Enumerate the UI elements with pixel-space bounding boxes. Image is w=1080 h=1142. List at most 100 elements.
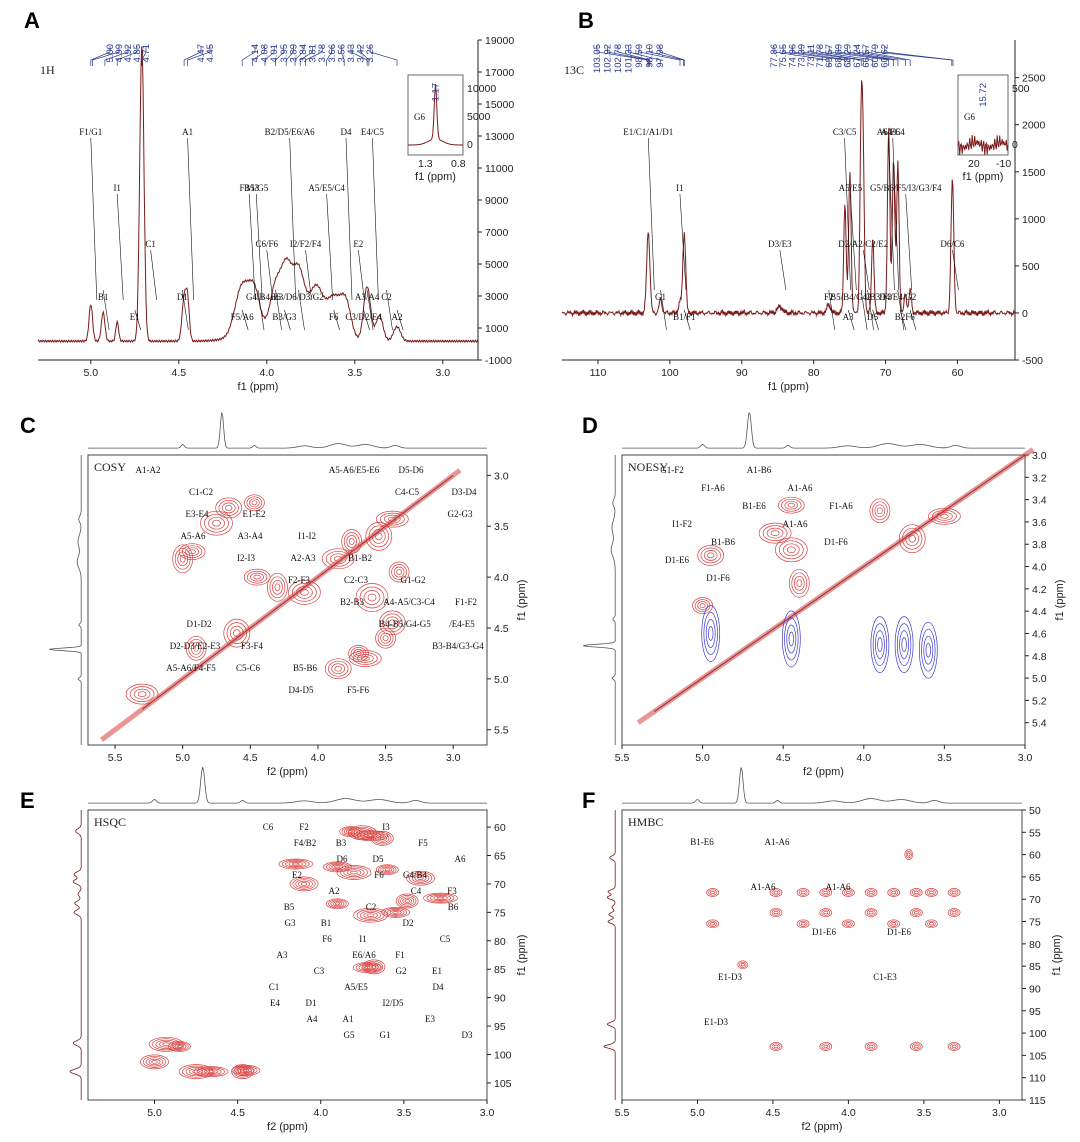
cross-peak: [887, 919, 901, 929]
y-tick-label: 17000: [485, 67, 514, 79]
cross-peak: [388, 619, 396, 627]
inset-x-tick: 0.8: [451, 158, 466, 170]
shift-label: 60.79: [870, 44, 881, 68]
cross-peak: [237, 1067, 255, 1074]
shift-label: 102.78: [613, 44, 624, 73]
cross-peak-label: F1-A6: [829, 501, 853, 511]
cross-peak: [348, 645, 369, 662]
inset-x-tick: -10: [996, 158, 1011, 170]
cross-peak: [366, 834, 375, 837]
cross-peak-label: C2-C3: [344, 575, 369, 585]
cross-peak: [787, 502, 795, 508]
peak-leader: [867, 289, 874, 331]
shift-leader: [792, 46, 851, 66]
panel-title: NOESY: [628, 460, 668, 474]
cross-peak: [877, 507, 883, 515]
peak-leader: [266, 249, 274, 301]
cross-peak: [936, 511, 953, 521]
peak-label: E1/C1/A1/D1: [623, 127, 673, 137]
cross-peak: [355, 963, 379, 972]
shift-label: 4.14: [250, 44, 261, 63]
cross-peak: [769, 888, 783, 897]
cross-peak-label: C1: [269, 982, 280, 992]
cross-peak-label: A5-A6/F4-F5: [166, 663, 216, 673]
cross-peak: [423, 892, 458, 904]
peak-label: E3/D6/D3/G2: [273, 292, 324, 302]
negative-peak: [894, 616, 914, 673]
cross-peak: [823, 890, 829, 895]
y-tick-label: 90: [1029, 983, 1041, 995]
shift-label: 66.57: [861, 44, 872, 68]
cross-peak: [140, 1054, 169, 1070]
peak-leader: [116, 193, 124, 301]
panel-title: HMBC: [628, 815, 663, 829]
cross-peak: [788, 568, 810, 598]
y-tick-label: 3.6: [1032, 517, 1047, 529]
inset-peak-label: G6: [964, 112, 975, 122]
shift-leader: [617, 46, 651, 66]
cross-peak-label: C4: [411, 886, 422, 896]
contour-layer: [100, 468, 462, 742]
y-tick-label: 5.0: [1032, 673, 1047, 685]
cross-peak: [212, 519, 221, 527]
shift-leader: [326, 46, 333, 66]
cross-peak: [927, 889, 936, 896]
cross-peak: [769, 1042, 783, 1051]
cross-peak: [272, 579, 283, 595]
peak-leader: [241, 309, 249, 331]
x-tick-label: 3.5: [397, 1107, 412, 1119]
cross-peak-label: A2: [329, 886, 340, 896]
cross-peak: [386, 909, 405, 916]
cross-peak-label: D3: [462, 1030, 473, 1040]
shift-label: 4.85: [132, 44, 143, 63]
peak-label: D3/E3: [768, 239, 792, 249]
shift-label: 3.84: [298, 44, 309, 63]
peak-label: I1: [113, 183, 121, 193]
cross-peak-label: A5/E5: [344, 982, 368, 992]
y-tick-label: 65: [1029, 872, 1041, 884]
cross-peak: [798, 920, 808, 927]
cross-peak-label: G2: [396, 966, 407, 976]
cross-peak: [703, 550, 718, 561]
cross-peak-label: I3: [382, 822, 390, 832]
cross-peak: [226, 622, 247, 644]
cross-peak-label: A3: [277, 950, 288, 960]
cross-peak-label: C5: [440, 934, 451, 944]
x-tick-label: 5.0: [147, 1107, 162, 1119]
shift-label: 4.47: [196, 44, 207, 63]
cross-peak-label: C1-E3: [873, 972, 897, 982]
cross-peak: [148, 1036, 184, 1052]
shift-label: 3.42: [356, 44, 367, 63]
cross-peak-label: E1-E2: [243, 509, 266, 519]
peak-leader: [952, 249, 959, 291]
cross-peak: [375, 510, 409, 528]
cross-peak: [178, 1064, 214, 1079]
x-tick-label: 3.0: [446, 752, 461, 764]
cross-peak: [393, 566, 405, 578]
cross-peak: [366, 962, 381, 972]
shift-leader: [264, 46, 275, 66]
cross-peak-label: E3: [425, 1014, 435, 1024]
cross-peak: [891, 890, 897, 895]
cross-peak: [395, 893, 419, 909]
top-projection: [88, 412, 487, 449]
cross-peak-label: D1-F6: [824, 537, 848, 547]
y-tick-label: 4.4: [1032, 606, 1047, 618]
cross-peak: [411, 873, 430, 883]
negative-peak: [786, 624, 797, 654]
cross-peak-label: F5-F6: [347, 685, 370, 695]
cross-peak: [289, 876, 319, 892]
shift-label: 4.92: [123, 44, 134, 63]
peak-leader: [333, 309, 340, 331]
x-tick-label: 3.5: [347, 367, 362, 379]
peak-label: B2: [895, 312, 906, 322]
peak-label: A5/E5/C4: [308, 183, 345, 193]
peak-leader: [888, 137, 895, 291]
y-tick-label: 100: [1029, 1028, 1047, 1040]
cross-peak: [355, 583, 389, 612]
inset-trace: [957, 135, 1009, 155]
x-tick-label: 3.0: [480, 1107, 495, 1119]
cross-peak: [404, 899, 410, 903]
shift-leader: [369, 46, 398, 66]
shift-leader: [649, 46, 684, 66]
